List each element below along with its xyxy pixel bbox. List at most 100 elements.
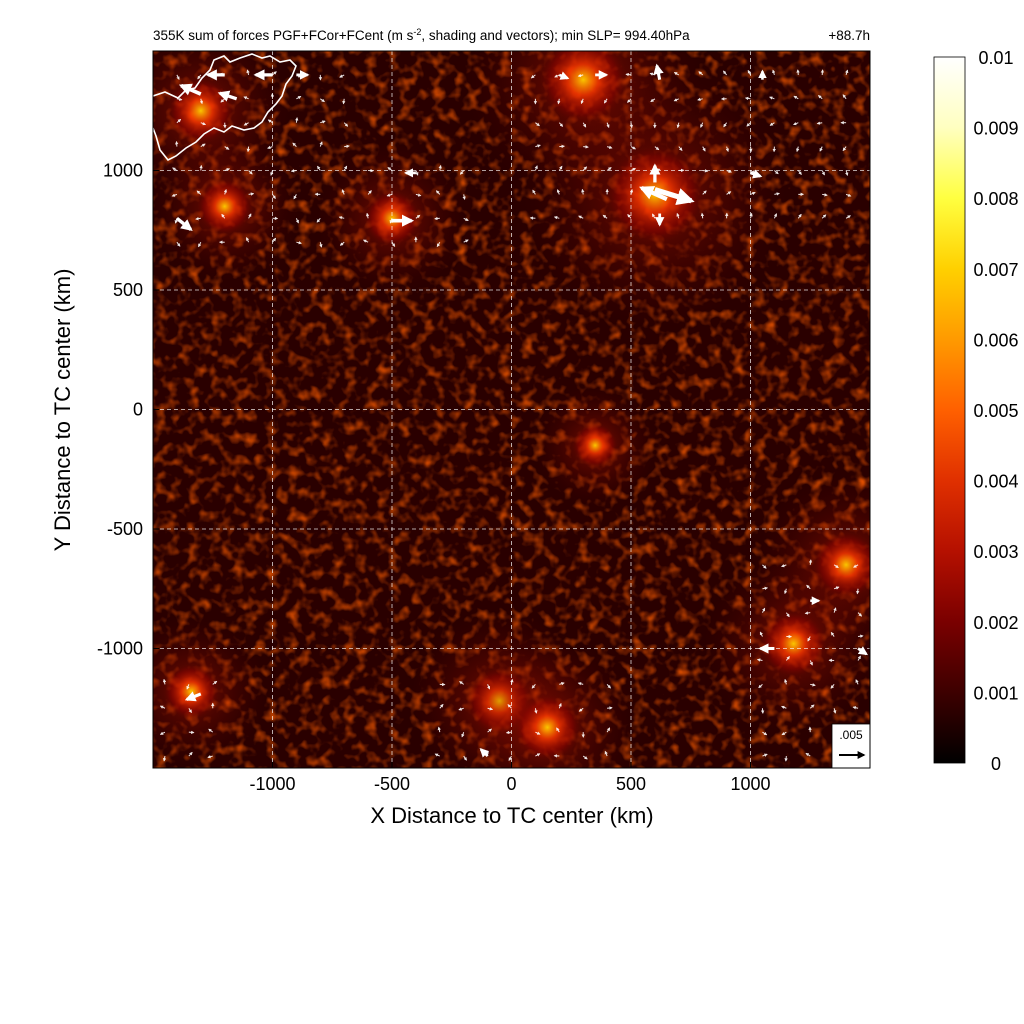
small-vector bbox=[702, 169, 709, 173]
small-vector bbox=[292, 142, 297, 147]
small-vector bbox=[553, 216, 560, 220]
small-vector bbox=[822, 193, 828, 197]
colorbar-tick-label: 0.001 bbox=[973, 683, 1018, 703]
small-vector bbox=[842, 146, 847, 152]
small-vector bbox=[698, 71, 704, 76]
y-tick-label: -500 bbox=[107, 519, 143, 539]
small-vector bbox=[857, 612, 863, 617]
small-vector bbox=[557, 98, 561, 105]
small-vector bbox=[270, 170, 274, 176]
small-vector bbox=[463, 217, 469, 221]
small-vector bbox=[772, 69, 776, 76]
small-vector bbox=[845, 193, 852, 197]
small-vector bbox=[415, 214, 421, 219]
small-vector bbox=[807, 636, 811, 642]
small-vector bbox=[246, 146, 251, 153]
small-vector bbox=[759, 631, 763, 637]
small-vector bbox=[606, 684, 611, 689]
small-vector bbox=[583, 145, 589, 149]
small-vector bbox=[629, 122, 634, 129]
small-vector bbox=[200, 143, 206, 148]
small-vector bbox=[817, 94, 823, 100]
small-vector bbox=[785, 655, 790, 661]
colorbar-tick-label: 0.007 bbox=[973, 260, 1018, 280]
small-vector bbox=[435, 190, 441, 195]
small-vector bbox=[212, 680, 218, 685]
reference-vector-label: .005 bbox=[839, 728, 863, 742]
small-vector bbox=[389, 218, 393, 224]
small-vector bbox=[195, 217, 201, 221]
colorbar-tick-label: 0 bbox=[991, 754, 1001, 774]
small-vector bbox=[438, 164, 442, 171]
small-vector bbox=[556, 189, 561, 195]
small-vector bbox=[510, 678, 514, 685]
small-vector bbox=[508, 755, 512, 761]
small-vector bbox=[726, 191, 732, 195]
small-vector bbox=[530, 74, 536, 79]
small-vector bbox=[762, 731, 768, 736]
small-vector bbox=[654, 146, 660, 151]
force-vectors bbox=[159, 63, 868, 762]
small-vector bbox=[678, 189, 683, 195]
small-vector bbox=[793, 95, 799, 100]
small-vector bbox=[821, 214, 827, 219]
small-vector bbox=[248, 213, 252, 219]
small-vector bbox=[833, 607, 837, 613]
reference-vector-box bbox=[831, 723, 870, 768]
small-vector bbox=[856, 588, 860, 595]
small-vector bbox=[319, 141, 323, 147]
small-vector bbox=[243, 96, 249, 100]
small-vector bbox=[602, 214, 608, 219]
small-vector bbox=[816, 121, 823, 125]
colorbar-ticks: 0.01 0.009 0.008 0.007 0.006 0.005 0.004 0.003 0… bbox=[973, 48, 1018, 774]
force-vector bbox=[479, 748, 490, 758]
small-vector bbox=[344, 144, 350, 149]
colorbar-tick-label: 0.005 bbox=[973, 401, 1018, 421]
small-vector bbox=[197, 74, 202, 80]
small-vector bbox=[625, 72, 632, 77]
small-vector bbox=[833, 564, 839, 569]
small-vector bbox=[207, 755, 213, 759]
small-vector bbox=[697, 97, 703, 101]
colorbar-tick-label: 0.004 bbox=[973, 472, 1018, 492]
small-vector bbox=[726, 169, 732, 173]
small-vector bbox=[319, 242, 323, 248]
colorbar-tick-label: 0.01 bbox=[978, 48, 1013, 68]
small-vector bbox=[830, 631, 835, 637]
small-vector bbox=[186, 684, 190, 690]
small-vector bbox=[463, 239, 469, 243]
small-vector bbox=[784, 755, 788, 762]
small-vector bbox=[200, 121, 207, 126]
small-vector bbox=[535, 144, 541, 148]
small-vector bbox=[750, 191, 756, 196]
small-vector bbox=[176, 118, 182, 124]
small-vector bbox=[804, 611, 811, 615]
small-vector bbox=[316, 217, 321, 223]
colorbar bbox=[933, 56, 966, 764]
small-vector bbox=[651, 213, 656, 219]
small-vector bbox=[678, 146, 683, 151]
small-vector bbox=[857, 634, 864, 638]
small-vector bbox=[243, 122, 249, 126]
small-vector bbox=[487, 728, 493, 733]
small-vector bbox=[159, 731, 166, 735]
hotspot-layer bbox=[153, 51, 870, 768]
small-vector bbox=[463, 755, 467, 761]
small-vector bbox=[852, 706, 859, 710]
small-vector bbox=[535, 122, 540, 127]
small-vector bbox=[507, 704, 512, 709]
small-vector bbox=[338, 216, 345, 220]
hotspot bbox=[759, 610, 828, 678]
small-vector bbox=[320, 98, 325, 103]
small-vector bbox=[437, 726, 441, 733]
force-vector bbox=[750, 169, 763, 179]
small-vector bbox=[296, 74, 302, 78]
small-vector bbox=[559, 682, 565, 686]
small-vector bbox=[830, 684, 835, 689]
small-vector bbox=[534, 708, 538, 714]
small-vector bbox=[342, 98, 346, 105]
small-vector bbox=[532, 189, 536, 195]
small-vector bbox=[272, 71, 277, 76]
small-vector bbox=[434, 216, 440, 221]
